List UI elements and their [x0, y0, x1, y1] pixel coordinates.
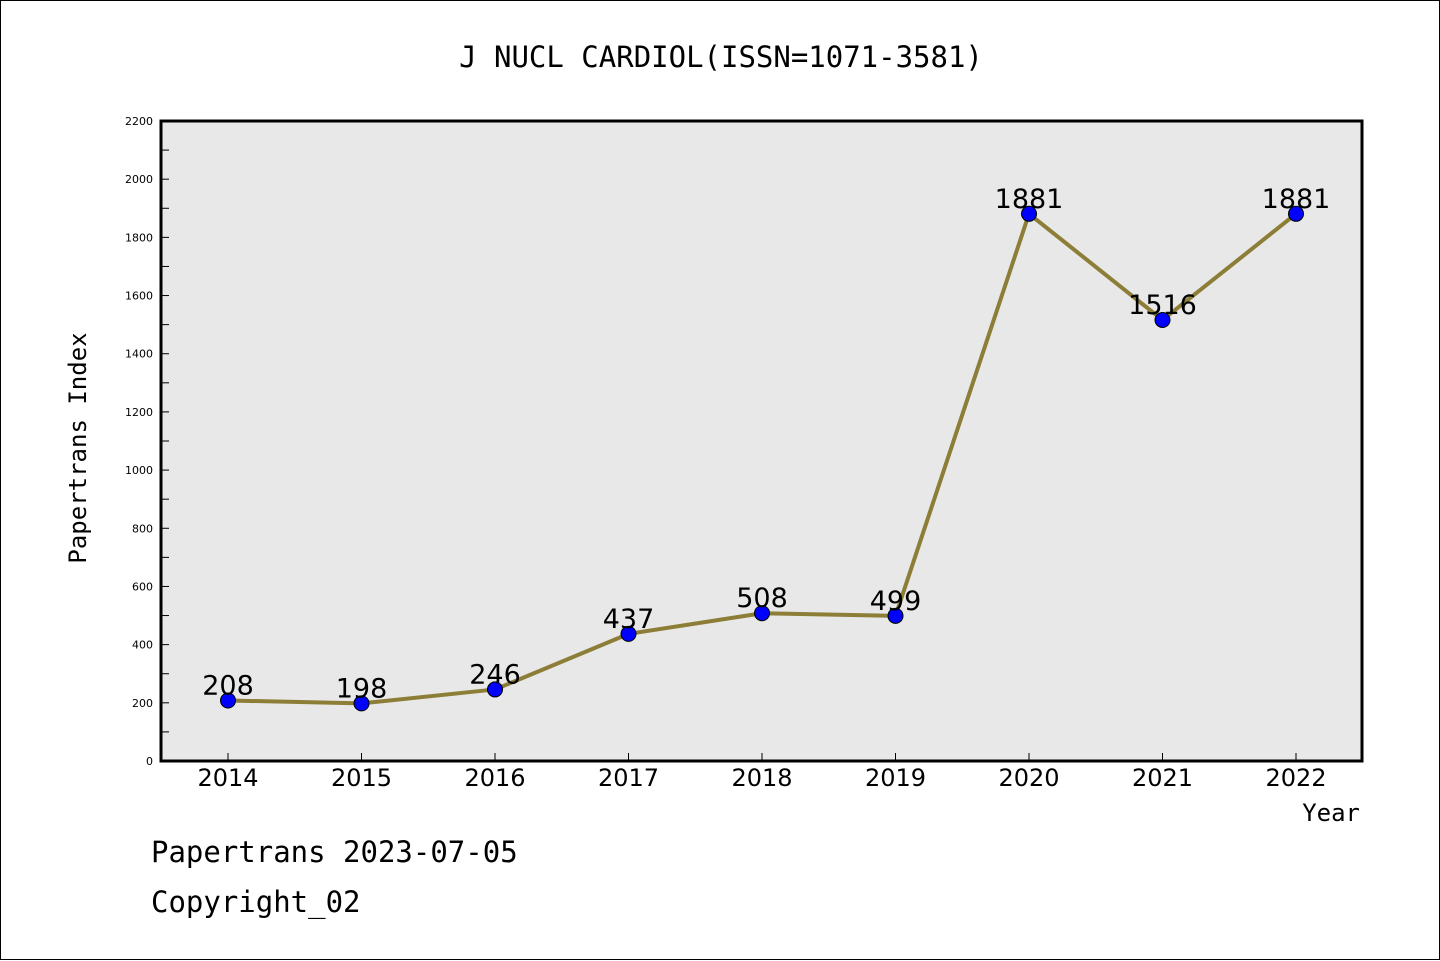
data-point	[487, 681, 503, 698]
y-tick-label: 400	[132, 639, 153, 652]
footer-date: Papertrans 2023-07-05	[151, 835, 518, 869]
x-tick-label: 2014	[197, 764, 258, 792]
x-tick-label: 2019	[865, 764, 926, 792]
data-label: 499	[870, 586, 922, 617]
plot-area	[159, 119, 1364, 763]
y-axis: 0 200 400 600 800 1000 1200 1400 1600 1800 2000 220…	[125, 115, 169, 768]
data-labels: 208 198 246 437 508 499 1881 1516 1881	[202, 184, 1330, 705]
data-label: 208	[202, 670, 254, 701]
y-tick-label: 1600	[125, 290, 153, 303]
y-tick-label: 1000	[125, 464, 153, 477]
y-tick-label: 2000	[125, 173, 153, 186]
data-label: 246	[469, 659, 521, 690]
data-point	[1021, 205, 1037, 222]
y-tick-label: 2200	[125, 115, 153, 128]
data-label: 1881	[1262, 184, 1331, 215]
x-tick-label: 2018	[731, 764, 792, 792]
data-point	[1154, 311, 1171, 328]
y-axis-label: Papertrans Index	[64, 332, 92, 563]
x-tick-label: 2021	[1132, 764, 1193, 792]
data-point	[353, 695, 370, 712]
y-tick-label: 1400	[125, 348, 153, 361]
x-tick-label: 2017	[598, 764, 659, 792]
data-label: 1881	[995, 184, 1064, 215]
data-label: 198	[336, 673, 388, 704]
y-tick-label: 200	[132, 697, 153, 710]
chart-title: J NUCL CARDIOL(ISSN=1071-3581)	[459, 40, 983, 74]
data-point	[620, 625, 637, 642]
y-tick-label: 1800	[125, 231, 153, 244]
y-tick-label: 0	[146, 755, 153, 768]
x-tick-label: 2016	[464, 764, 525, 792]
x-tick-label: 2020	[998, 764, 1059, 792]
footer-copyright: Copyright_02	[151, 885, 361, 919]
data-label: 508	[736, 583, 788, 614]
y-tick-label: 800	[132, 522, 153, 535]
x-axis: 2014 2015 2016 2017 2018 2019 2020 2021 2022	[197, 753, 1327, 792]
data-point	[887, 607, 904, 624]
data-point	[220, 692, 236, 709]
x-tick-label: 2015	[331, 764, 392, 792]
x-axis-label: Year	[1302, 799, 1360, 827]
data-point	[1288, 205, 1304, 222]
series	[220, 205, 1304, 712]
y-tick-label: 600	[132, 580, 153, 593]
data-label: 437	[603, 604, 655, 635]
data-label: 1516	[1128, 290, 1197, 321]
y-tick-label: 1200	[125, 406, 153, 419]
x-tick-label: 2022	[1265, 764, 1326, 792]
data-point	[754, 605, 770, 622]
